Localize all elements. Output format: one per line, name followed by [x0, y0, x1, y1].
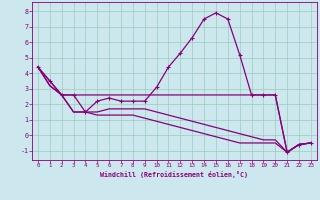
X-axis label: Windchill (Refroidissement éolien,°C): Windchill (Refroidissement éolien,°C) [100, 171, 248, 178]
